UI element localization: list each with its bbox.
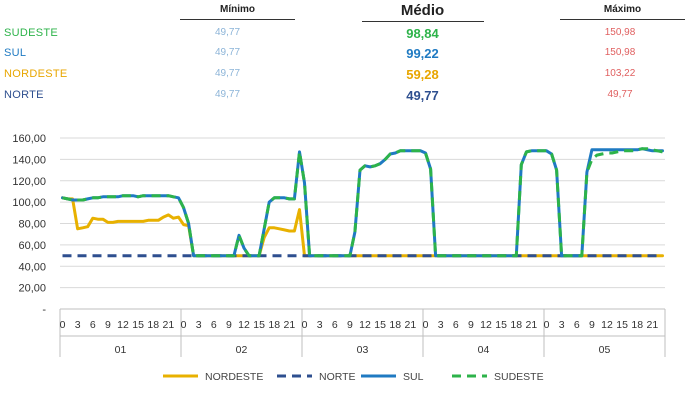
y-tick-label: 100,00 <box>12 197 46 209</box>
series-line-nordeste <box>61 196 664 258</box>
day-label: 05 <box>599 344 611 356</box>
header-minimo: Mínimo <box>220 4 255 15</box>
hour-tick-label: 15 <box>253 319 265 331</box>
hour-tick-label: 6 <box>453 319 459 331</box>
hour-tick-label: 9 <box>468 319 474 331</box>
header-medio-underline <box>362 21 484 22</box>
hour-tick-label: 3 <box>559 319 565 331</box>
hour-tick-label: 6 <box>90 319 96 331</box>
hour-tick-label: 3 <box>196 319 202 331</box>
legend-label: NORTE <box>319 371 356 383</box>
hour-tick-label: 3 <box>438 319 444 331</box>
hour-tick-label: 21 <box>405 319 417 331</box>
hour-tick-label: 18 <box>268 319 280 331</box>
minimo-value: 49,77 <box>214 89 241 100</box>
y-tick-label: 120,00 <box>12 176 46 188</box>
hour-tick-label: 18 <box>631 319 643 331</box>
hour-tick-label: 21 <box>526 319 538 331</box>
hour-tick-label: 6 <box>574 319 580 331</box>
medio-value: 98,84 <box>406 26 439 41</box>
hour-tick-label: 0 <box>181 319 187 331</box>
hour-tick-label: 15 <box>374 319 386 331</box>
y-tick-label: - <box>42 304 46 316</box>
maximo-value: 150,98 <box>604 47 636 58</box>
hour-tick-label: 18 <box>389 319 401 331</box>
day-label: 03 <box>357 344 369 356</box>
hour-tick-label: 12 <box>238 319 250 331</box>
medio-value: 59,28 <box>406 67 439 82</box>
medio-value: 99,22 <box>406 46 439 61</box>
hour-tick-label: 12 <box>601 319 613 331</box>
header-maximo-underline <box>560 19 685 20</box>
header-minimo-underline <box>180 19 295 20</box>
maximo-value: 103,22 <box>604 68 636 79</box>
hour-tick-label: 0 <box>302 319 308 331</box>
hour-tick-label: 12 <box>117 319 129 331</box>
hour-tick-label: 6 <box>332 319 338 331</box>
hour-tick-label: 9 <box>589 319 595 331</box>
y-tick-label: 140,00 <box>12 154 46 166</box>
y-tick-label: 80,00 <box>18 219 46 231</box>
hour-tick-label: 15 <box>132 319 144 331</box>
minimo-value: 49,77 <box>214 27 241 38</box>
hour-tick-label: 21 <box>163 319 175 331</box>
hour-tick-label: 9 <box>347 319 353 331</box>
hour-tick-label: 0 <box>423 319 429 331</box>
chart-series <box>61 147 664 258</box>
hour-tick-label: 18 <box>147 319 159 331</box>
hour-tick-label: 0 <box>544 319 550 331</box>
day-label: 01 <box>115 344 127 356</box>
chart-grid <box>60 137 665 289</box>
maximo-value: 49,77 <box>607 89 633 100</box>
hour-tick-label: 0 <box>60 319 66 331</box>
hour-tick-label: 15 <box>495 319 507 331</box>
medio-value: 49,77 <box>406 88 439 103</box>
y-tick-label: 20,00 <box>18 283 46 295</box>
hour-tick-label: 3 <box>75 319 81 331</box>
hour-tick-label: 12 <box>480 319 492 331</box>
region-name: SUL <box>4 47 27 59</box>
region-name: SUDESTE <box>4 27 59 39</box>
legend-label: SUL <box>403 371 424 383</box>
hour-tick-label: 6 <box>211 319 217 331</box>
maximo-value: 150,98 <box>604 27 636 38</box>
hour-tick-label: 15 <box>616 319 628 331</box>
y-tick-label: 60,00 <box>18 240 46 252</box>
hour-tick-label: 18 <box>510 319 522 331</box>
hour-tick-label: 9 <box>226 319 232 331</box>
minimo-value: 49,77 <box>214 68 241 79</box>
hour-tick-label: 9 <box>105 319 111 331</box>
legend-label: NORDESTE <box>205 371 263 383</box>
hour-tick-label: 12 <box>359 319 371 331</box>
header-medio: Médio <box>400 2 445 19</box>
y-axis: - 20,00 40,00 60,00 80,00 100,00 120,00 140,00 1… <box>12 133 46 316</box>
y-tick-label: 40,00 <box>18 261 46 273</box>
series-line-sudeste <box>62 147 663 258</box>
y-tick-label: 160,00 <box>12 133 46 145</box>
day-label: 02 <box>236 344 248 356</box>
region-name: NORDESTE <box>4 68 68 80</box>
minimo-value: 49,77 <box>214 47 241 58</box>
hour-tick-label: 21 <box>647 319 659 331</box>
hour-tick-label: 3 <box>317 319 323 331</box>
region-name: NORTE <box>4 89 44 101</box>
legend-label: SUDESTE <box>494 371 544 383</box>
day-label: 04 <box>478 344 490 356</box>
chart-legend: NORDESTE NORTE SUL SUDESTE <box>163 371 544 383</box>
hour-tick-label: 21 <box>284 319 296 331</box>
header-maximo: Máximo <box>603 4 642 15</box>
